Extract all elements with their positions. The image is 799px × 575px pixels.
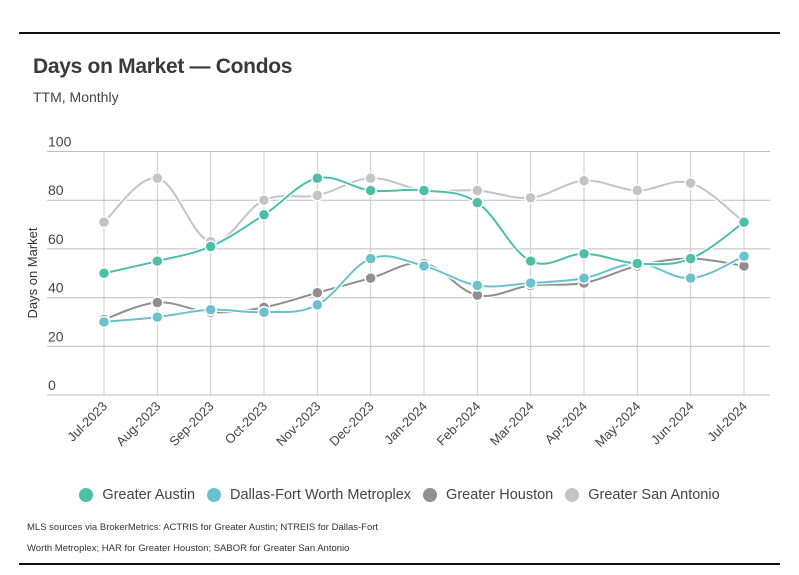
data-point-dallas-fort-worth-metroplex[interactable] bbox=[471, 279, 484, 292]
y-tick-label: 80 bbox=[48, 182, 64, 198]
y-tick-label: 0 bbox=[48, 377, 56, 393]
data-point-greater-san-antonio[interactable] bbox=[577, 174, 591, 187]
data-point-greater-san-antonio[interactable] bbox=[97, 215, 111, 229]
x-tick-label: Jul-2024 bbox=[704, 399, 750, 445]
x-tick-label: Sep-2023 bbox=[166, 399, 216, 449]
data-point-greater-houston[interactable] bbox=[151, 296, 164, 309]
data-point-greater-austin[interactable] bbox=[97, 267, 111, 280]
legend-label: Greater San Antonio bbox=[588, 487, 720, 503]
source-note-line-2: Worth Metroplex; HAR for Greater Houston… bbox=[27, 543, 350, 554]
legend-label: Dallas-Fort Worth Metroplex bbox=[230, 487, 412, 503]
x-tick-label: Jul-2023 bbox=[64, 399, 110, 445]
data-point-greater-san-antonio[interactable] bbox=[311, 189, 324, 202]
data-point-dallas-fort-worth-metroplex[interactable] bbox=[737, 249, 751, 263]
x-tick-label: Apr-2024 bbox=[542, 399, 590, 447]
data-point-greater-austin[interactable] bbox=[471, 196, 484, 209]
x-tick-label: Feb-2024 bbox=[433, 399, 483, 449]
x-tick-label: May-2024 bbox=[592, 399, 643, 450]
data-point-dallas-fort-worth-metroplex[interactable] bbox=[417, 259, 431, 273]
data-point-dallas-fort-worth-metroplex[interactable] bbox=[311, 298, 324, 312]
data-point-greater-austin[interactable] bbox=[737, 215, 751, 229]
y-axis-ticks: 0 20 40 60 80 100 bbox=[48, 134, 72, 394]
data-point-dallas-fort-worth-metroplex[interactable] bbox=[577, 271, 591, 285]
top-divider bbox=[19, 32, 780, 34]
data-point-greater-austin[interactable] bbox=[684, 252, 697, 265]
x-tick-label: Aug-2023 bbox=[113, 399, 163, 449]
x-tick-label: Nov-2023 bbox=[273, 399, 323, 449]
bottom-divider bbox=[19, 563, 780, 565]
data-point-greater-austin[interactable] bbox=[524, 254, 537, 268]
data-point-dallas-fort-worth-metroplex[interactable] bbox=[524, 276, 537, 290]
series-points bbox=[97, 172, 751, 329]
data-point-greater-san-antonio[interactable] bbox=[524, 191, 537, 205]
data-point-dallas-fort-worth-metroplex[interactable] bbox=[97, 315, 111, 329]
legend-swatch-icon bbox=[79, 488, 94, 502]
legend-item-greater-houston[interactable]: Greater Houston bbox=[423, 487, 553, 503]
data-point-dallas-fort-worth-metroplex[interactable] bbox=[204, 303, 217, 317]
data-point-greater-austin[interactable] bbox=[364, 184, 377, 197]
data-point-dallas-fort-worth-metroplex[interactable] bbox=[151, 310, 164, 324]
data-point-greater-austin[interactable] bbox=[311, 172, 324, 185]
legend-item-greater-austin[interactable]: Greater Austin bbox=[79, 487, 195, 503]
data-point-greater-austin[interactable] bbox=[417, 184, 431, 197]
x-tick-label: Mar-2024 bbox=[487, 399, 537, 449]
x-axis-ticks: Jul-2023 Aug-2023 Sep-2023 Oct-2023 Nov-2023… bbox=[64, 399, 750, 450]
x-tick-label: Jan-2024 bbox=[381, 399, 430, 448]
legend: Greater Austin Dallas-Fort Worth Metrople… bbox=[0, 487, 799, 503]
data-point-greater-austin[interactable] bbox=[204, 240, 217, 253]
data-point-greater-san-antonio[interactable] bbox=[364, 172, 377, 185]
data-point-greater-austin[interactable] bbox=[631, 257, 644, 270]
data-point-greater-houston[interactable] bbox=[311, 286, 324, 299]
data-point-greater-san-antonio[interactable] bbox=[151, 172, 164, 185]
data-point-greater-san-antonio[interactable] bbox=[471, 184, 484, 197]
y-axis-title: Days on Market bbox=[25, 227, 40, 318]
y-tick-label: 100 bbox=[48, 134, 72, 150]
data-point-greater-houston[interactable] bbox=[364, 271, 377, 285]
data-point-greater-austin[interactable] bbox=[577, 247, 591, 261]
data-point-greater-san-antonio[interactable] bbox=[631, 184, 644, 197]
legend-label: Greater Austin bbox=[102, 487, 196, 503]
y-tick-label: 20 bbox=[48, 328, 64, 344]
x-tick-label: Dec-2023 bbox=[326, 399, 376, 449]
line-chart: 0 20 40 60 80 100 Jul-2023 Aug-2023 Sep-2023 Oct… bbox=[25, 134, 770, 450]
data-point-dallas-fort-worth-metroplex[interactable] bbox=[364, 252, 377, 265]
legend-swatch-icon bbox=[423, 488, 438, 502]
data-point-greater-san-antonio[interactable] bbox=[684, 176, 697, 190]
data-point-dallas-fort-worth-metroplex[interactable] bbox=[257, 305, 271, 319]
chart-title: Days on Market — Condos bbox=[33, 55, 293, 78]
x-tick-label: Oct-2023 bbox=[222, 399, 270, 447]
data-point-dallas-fort-worth-metroplex[interactable] bbox=[684, 271, 697, 285]
y-tick-label: 40 bbox=[48, 280, 64, 296]
x-tick-label: Jun-2024 bbox=[648, 399, 697, 448]
legend-swatch-icon bbox=[207, 488, 222, 502]
data-point-greater-austin[interactable] bbox=[257, 208, 271, 222]
y-tick-label: 60 bbox=[48, 231, 64, 247]
source-note-line-1: MLS sources via BrokerMetrics: ACTRIS fo… bbox=[27, 522, 379, 533]
legend-label: Greater Houston bbox=[446, 487, 554, 503]
legend-item-dallas-fort-worth-metroplex[interactable]: Dallas-Fort Worth Metroplex bbox=[207, 487, 411, 503]
data-point-greater-san-antonio[interactable] bbox=[257, 193, 271, 207]
chart-subtitle: TTM, Monthly bbox=[33, 89, 119, 105]
legend-swatch-icon bbox=[565, 488, 580, 502]
data-point-greater-austin[interactable] bbox=[151, 254, 164, 268]
legend-item-greater-san-antonio[interactable]: Greater San Antonio bbox=[565, 487, 720, 503]
